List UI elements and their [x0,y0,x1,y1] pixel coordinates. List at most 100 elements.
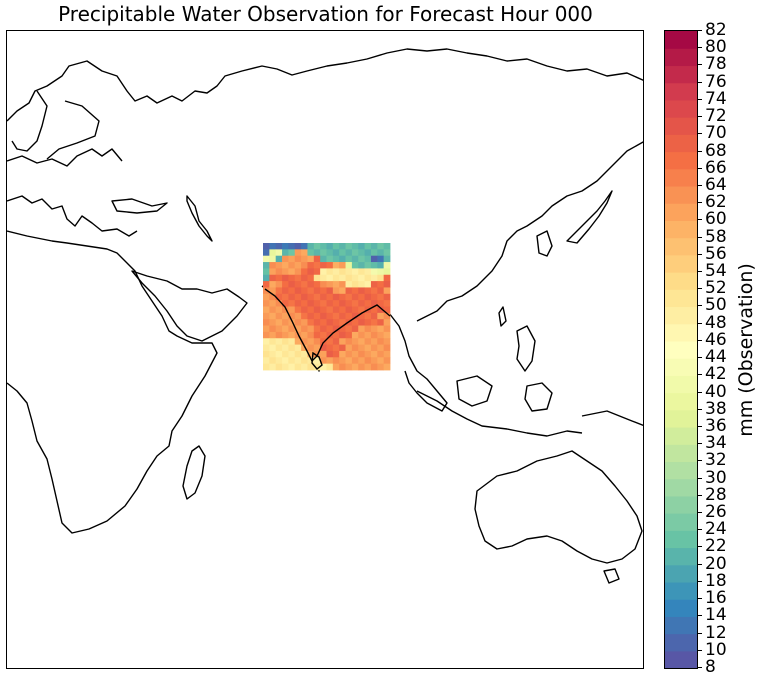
heatmap-cell [370,344,378,352]
heatmap-cell [377,357,385,365]
heatmap-cell [358,268,365,276]
colorbar [664,30,698,669]
heatmap-cell [370,363,378,371]
heatmap-cell [326,357,334,365]
colorbar-band [665,392,697,411]
heatmap-cell [377,363,385,371]
heatmap-cell [332,344,340,352]
heatmap-cell [351,255,359,263]
heatmap-cell [288,338,296,345]
tick-text: 8 [705,657,716,677]
heatmap-cell [332,268,340,276]
heatmap-cell [294,262,302,269]
colorbar-tick-label: 62 [698,194,727,211]
heatmap-cell [313,306,321,314]
heatmap-cell [275,331,283,339]
heatmap-cell [320,350,327,358]
heatmap-cell [282,350,289,358]
heatmap-cell [345,243,353,250]
colorbar-band [665,340,697,359]
tick-text: 74 [705,88,727,109]
heatmap-cell [313,255,321,263]
colorbar-tick-label: 8 [698,659,716,676]
heatmap-cell [301,331,308,339]
precipitable-water-patch [263,243,391,371]
colorbar-tick-label: 48 [698,314,727,332]
colorbar-band [665,530,697,549]
heatmap-cell [275,262,283,269]
heatmap-cell [288,249,296,257]
colorbar-band [665,495,697,514]
heatmap-cell [332,255,340,263]
heatmap-cell [383,306,391,314]
heatmap-cell [377,274,385,282]
heatmap-cell [351,281,359,288]
heatmap-cell [377,344,385,352]
colorbar-tick-label: 38 [698,400,727,418]
heatmap-cell [320,312,327,320]
heatmap-cell [364,281,372,288]
colorbar-band [665,237,697,256]
colorbar-tick-label: 20 [698,553,727,574]
heatmap-cell [351,287,359,295]
map-svg [7,48,643,584]
heatmap-cell [351,344,359,352]
heatmap-cell [294,312,302,320]
heatmap-cell [332,338,340,345]
heatmap-cell [294,338,302,345]
heatmap-cell [339,287,346,295]
heatmap-cell [313,268,321,276]
heatmap-cell [294,255,302,263]
heatmap-cell [345,268,353,276]
colorbar-tick-label: 30 [698,469,727,487]
heatmap-cell [269,262,277,269]
tick-text: 22 [705,536,727,557]
heatmap-cell [294,268,302,276]
heatmap-cell [358,344,365,352]
heatmap-cell [326,293,334,301]
heatmap-cell [263,274,270,282]
heatmap-cell [332,274,340,282]
colorbar-band [665,564,697,583]
heatmap-cell [282,249,289,257]
tick-text: 24 [705,519,727,540]
heatmap-cell [339,281,346,288]
heatmap-cell [377,300,385,307]
colorbar-band [665,289,697,308]
heatmap-cell [313,363,321,371]
tick-text: 54 [705,261,727,282]
heatmap-cell [307,306,315,314]
heatmap-cell [332,325,340,333]
heatmap-cell [294,281,302,288]
sri-lanka-coastline [311,351,323,370]
heatmap-cell [326,281,334,288]
heatmap-cell [282,255,289,263]
heatmap-cell [301,312,308,320]
heatmap-cell [332,331,340,339]
heatmap-cell [358,363,365,371]
heatmap-cell [332,243,340,250]
heatmap-cell [351,268,359,276]
heatmap-cell [269,319,277,326]
heatmap-cell [263,357,270,365]
colorbar-band [665,306,697,325]
heatmap-cell [288,350,296,358]
heatmap-cell [364,350,372,358]
heatmap-cell [383,350,391,358]
heatmap-cell [288,243,296,250]
colorbar-tick-label: 78 [698,56,727,73]
heatmap-cell [358,262,365,269]
colorbar-tick-label: 16 [698,590,727,607]
heatmap-cell [275,312,283,320]
heatmap-cell [282,293,289,301]
tick-text: 20 [705,553,727,574]
heatmap-cell [370,306,378,314]
heatmap-cell [383,255,391,263]
heatmap-cell [326,262,334,269]
heatmap-cell [370,357,378,365]
heatmap-cell [307,319,315,326]
heatmap-cell [370,338,378,345]
heatmap-cell [345,274,353,282]
heatmap-cell [263,312,270,320]
tick-text: 34 [705,433,727,454]
